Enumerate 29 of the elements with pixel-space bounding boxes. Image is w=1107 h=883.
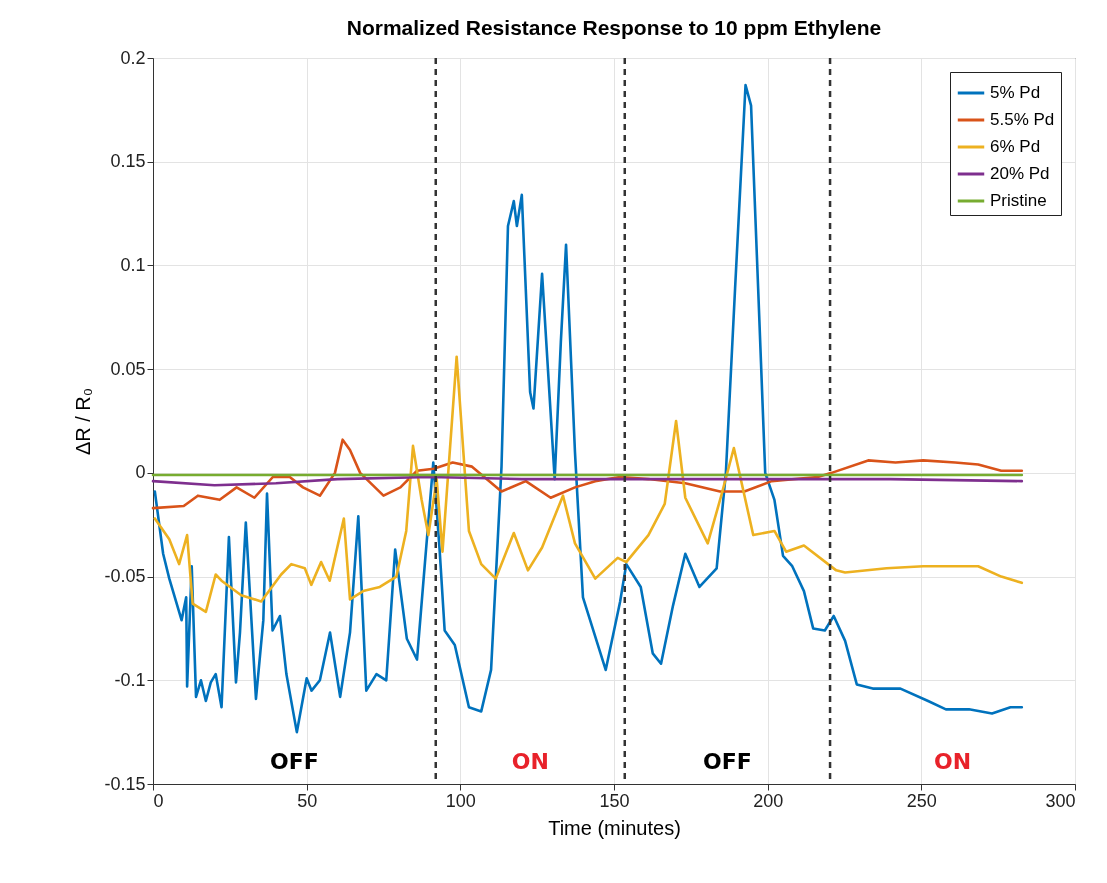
x-tick-label: 50 [297,790,318,811]
annotation: ON [933,749,972,775]
y-tick-label: 0.15 [110,151,146,172]
y-tick-label: 0.1 [120,254,146,275]
legend-label: 6% Pd [990,137,1041,156]
x-tick-label: 150 [599,790,630,811]
y-tick-label: 0.05 [110,358,146,379]
y-tick-label: 0 [135,462,146,483]
y-tick-label: -0.15 [104,773,146,794]
y-tick-label: 0.2 [120,47,146,68]
y-axis-title: ΔR / R₀ [72,387,95,456]
legend-label: 20% Pd [990,164,1050,183]
legend-label: 5.5% Pd [990,110,1055,129]
y-tick-label: -0.05 [104,566,146,587]
x-tick-label: 200 [753,790,784,811]
x-axis-title: Time (minutes) [548,816,681,839]
legend-label: Pristine [990,191,1047,210]
legend-label: 5% Pd [990,83,1041,102]
line-series [153,355,1024,614]
annotation: OFF [703,749,752,775]
line-series [151,475,1024,487]
x-tick-label: 100 [445,790,476,811]
annotation: OFF [269,749,319,775]
chart-title: Normalized Resistance Response to 10 ppm Ethylene [346,16,882,39]
y-tick-label: -0.1 [114,669,146,690]
x-tick-label: 250 [906,790,937,811]
x-tick-label: 0 [153,790,164,811]
annotation: ON [511,749,549,775]
x-tick-label: 300 [1045,790,1076,811]
